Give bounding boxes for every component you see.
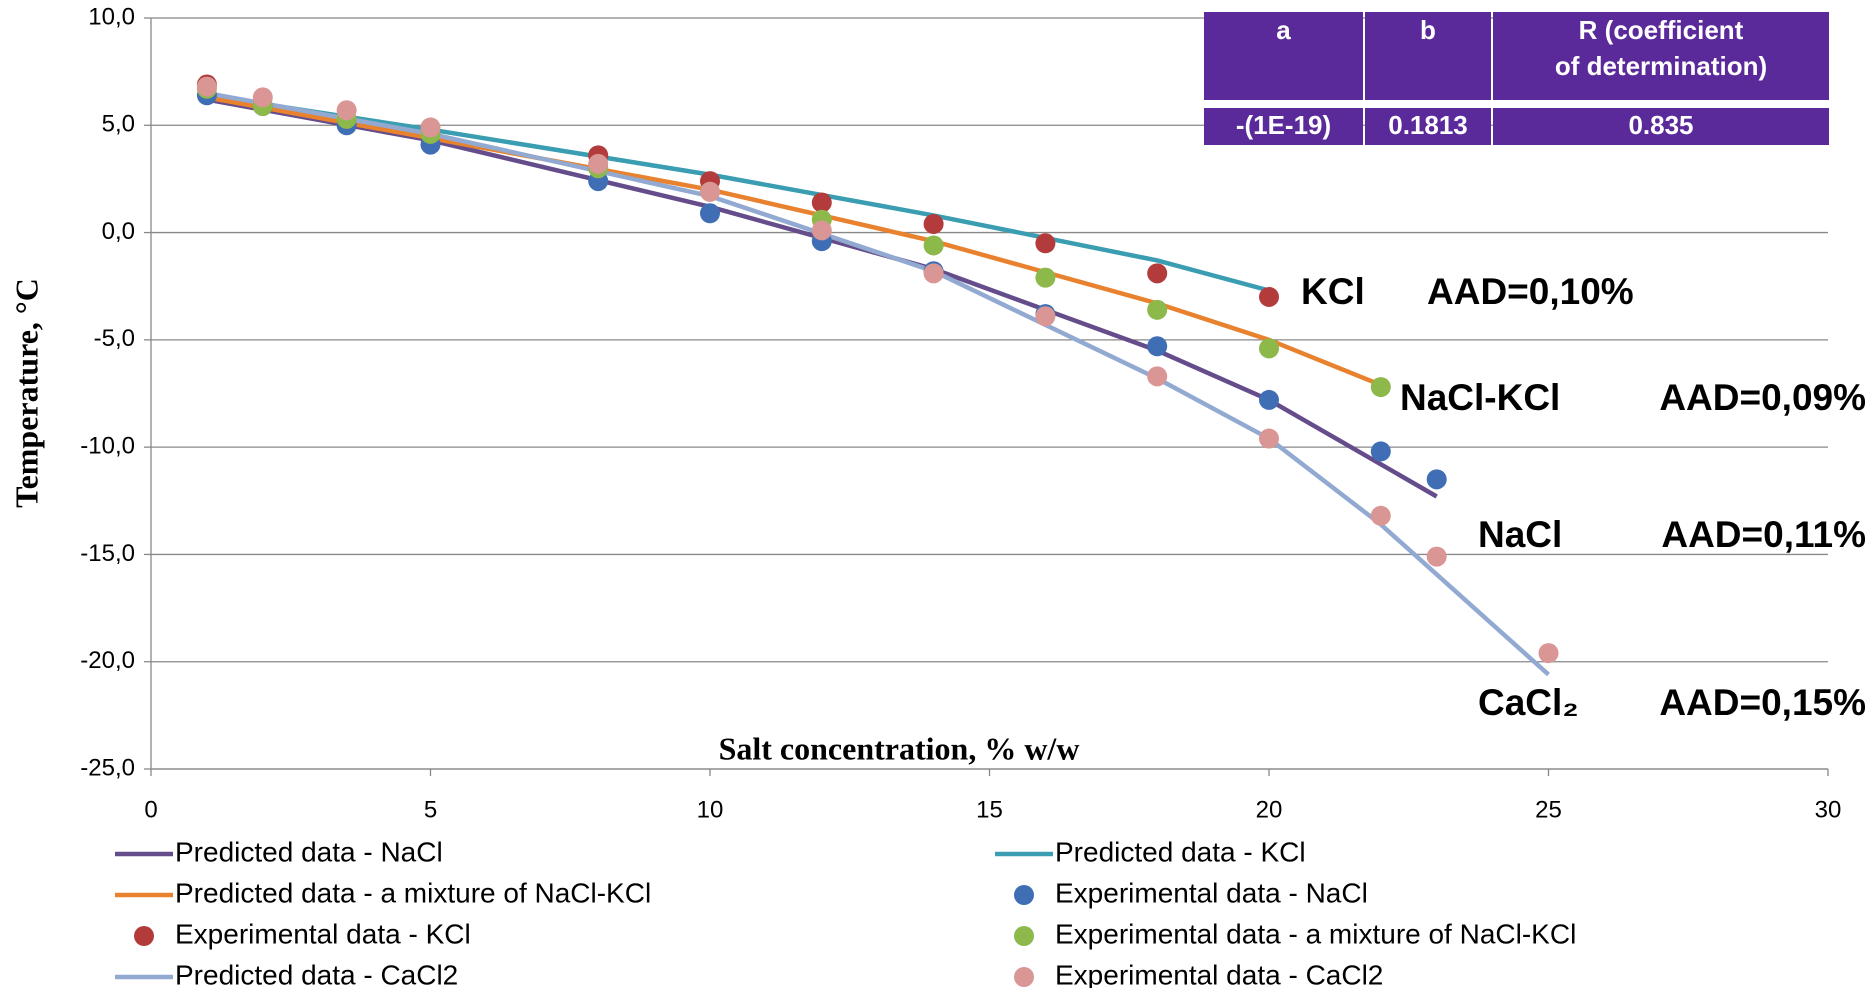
- table-cell: [1493, 108, 1829, 145]
- legend-label: Experimental data - a mixture of NaCl-KC…: [1055, 918, 1576, 949]
- data-point: [1259, 428, 1279, 449]
- table-header: a: [1276, 15, 1291, 45]
- data-point: [1259, 389, 1279, 410]
- data-point: [811, 192, 832, 213]
- legend-swatch: [1014, 967, 1034, 987]
- data-point: [923, 263, 944, 284]
- data-point: [1370, 441, 1391, 462]
- data-point: [1035, 267, 1056, 288]
- table-cell: [1365, 12, 1491, 100]
- x-tick-label: 15: [976, 796, 1003, 823]
- table-cell: [1204, 108, 1363, 145]
- data-point: [1370, 377, 1391, 398]
- data-point: [1147, 366, 1168, 387]
- data-point: [923, 213, 944, 234]
- table-value: -(1E-19): [1236, 110, 1331, 140]
- legend-swatch: [1014, 926, 1034, 946]
- annotation-aad: AAD=0,10%: [1427, 271, 1634, 312]
- data-point: [700, 203, 720, 224]
- y-tick-label: 10,0: [88, 3, 135, 30]
- annotation-salt: CaCl₂: [1478, 682, 1579, 723]
- y-tick-label: -25,0: [80, 754, 135, 781]
- data-point: [1538, 643, 1559, 664]
- legend-label: Predicted data - CaCl2: [175, 959, 458, 988]
- series-line: [206, 90, 1551, 677]
- annotation-aad: AAD=0,11%: [1661, 514, 1866, 555]
- data-point: [811, 220, 832, 241]
- y-tick-label: -5,0: [94, 325, 135, 352]
- data-point: [420, 117, 441, 138]
- data-point: [1259, 286, 1279, 307]
- data-point: [1259, 338, 1279, 359]
- x-tick-label: 25: [1535, 796, 1562, 823]
- x-tick-label: 10: [697, 796, 724, 823]
- table-value: 0.835: [1628, 110, 1693, 140]
- data-point: [1370, 505, 1391, 526]
- legend-label: Predicted data - NaCl: [175, 836, 443, 867]
- data-point: [196, 76, 217, 97]
- data-point: [588, 153, 609, 174]
- y-tick-label: -15,0: [80, 540, 135, 567]
- legend-label: Experimental data - KCl: [175, 918, 471, 949]
- data-point: [1147, 336, 1168, 357]
- data-point: [923, 235, 944, 256]
- legend-label: Experimental data - CaCl2: [1055, 959, 1383, 988]
- legend-label: Predicted data - a mixture of NaCl-KCl: [175, 877, 651, 908]
- table-header: b: [1420, 15, 1436, 45]
- data-point: [1035, 233, 1056, 254]
- legend-label: Predicted data - KCl: [1055, 836, 1306, 867]
- data-point: [700, 181, 720, 202]
- y-axis-title: Temperature, °C: [8, 278, 44, 508]
- table-cell: [1204, 12, 1363, 100]
- data-point: [1426, 469, 1447, 490]
- x-axis-title: Salt concentration, % w/w: [719, 730, 1080, 766]
- data-point: [1035, 306, 1056, 327]
- data-point: [336, 100, 357, 121]
- series-line: [206, 97, 1438, 499]
- coefficient-table: a b R (coefficient of determination) -(1E-19…: [1204, 12, 1829, 145]
- data-point: [1426, 546, 1447, 567]
- x-tick-label: 0: [144, 796, 157, 823]
- annotation-aad: AAD=0,09%: [1659, 377, 1866, 418]
- table-cell: [1493, 12, 1829, 100]
- x-tick-label: 5: [424, 796, 437, 823]
- legend-swatch: [1014, 885, 1034, 905]
- data-point: [1147, 263, 1168, 284]
- y-tick-label: 0,0: [102, 218, 135, 245]
- y-tick-label: -20,0: [80, 647, 135, 674]
- legend-label: Experimental data - NaCl: [1055, 877, 1368, 908]
- data-point: [252, 87, 273, 108]
- annotation-salt: NaCl: [1478, 514, 1562, 555]
- annotation-salt: KCl: [1301, 271, 1365, 312]
- x-tick-label: 30: [1815, 796, 1842, 823]
- table-cell: [1365, 108, 1491, 145]
- data-point: [1147, 299, 1168, 320]
- table-value: 0.1813: [1388, 110, 1468, 140]
- legend-swatch: [134, 926, 154, 946]
- table-header: R (coefficient of determination): [1555, 15, 1767, 81]
- y-tick-label: -10,0: [80, 432, 135, 459]
- annotation-salt: NaCl-KCl: [1400, 377, 1560, 418]
- x-tick-label: 20: [1256, 796, 1283, 823]
- annotation-aad: AAD=0,15%: [1659, 682, 1866, 723]
- y-tick-label: 5,0: [102, 111, 135, 138]
